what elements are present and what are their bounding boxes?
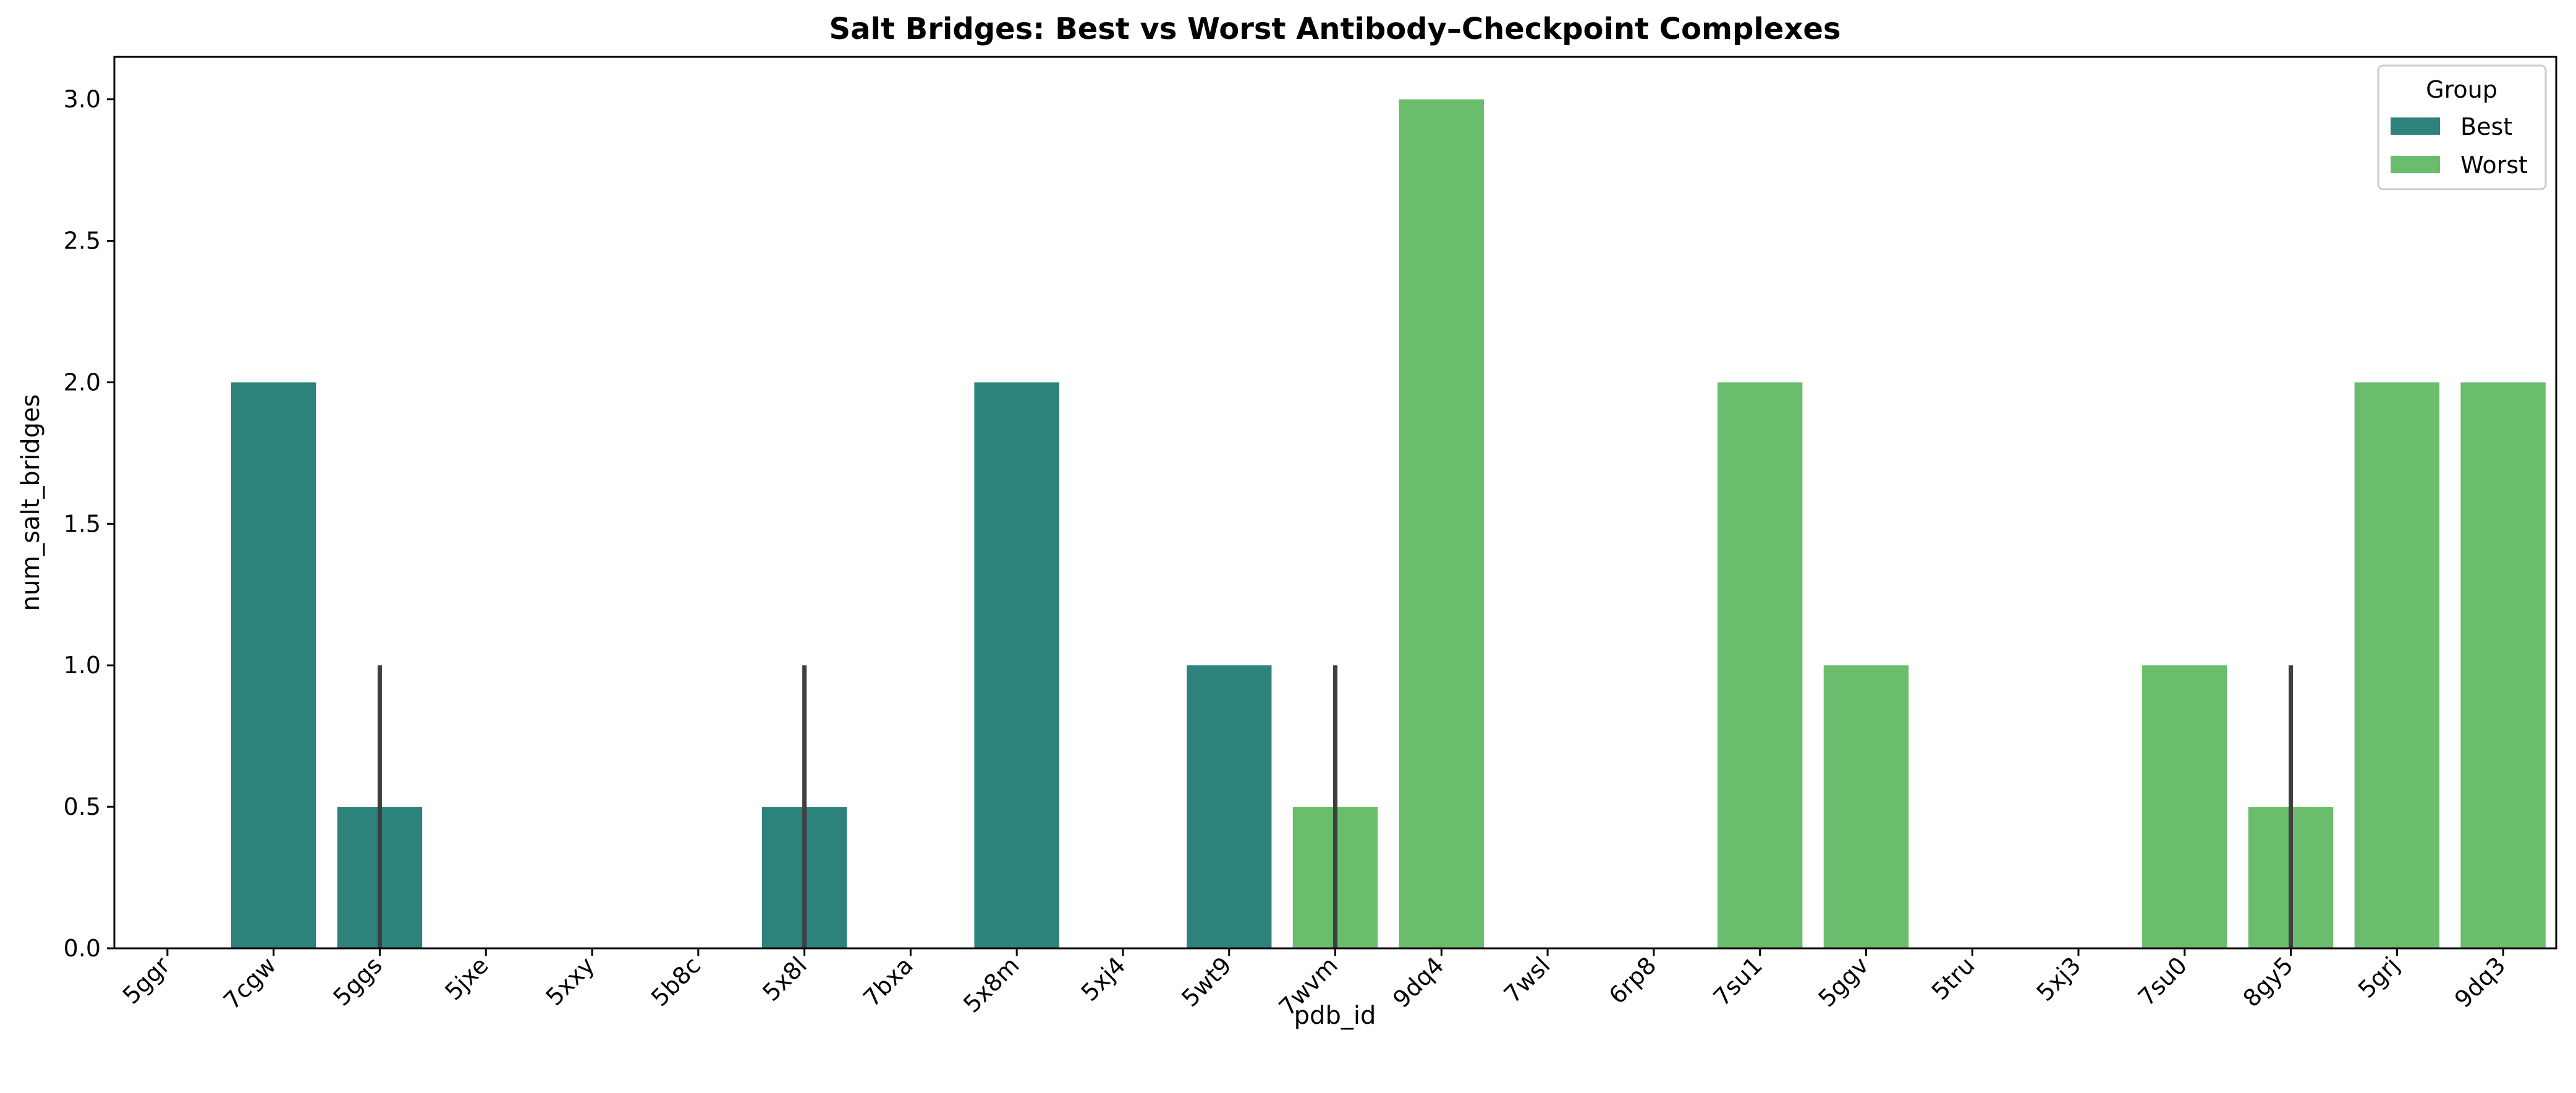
legend-swatch-worst <box>2391 156 2440 173</box>
x-tick-label-5wt9: 5wt9 <box>1176 951 1237 1012</box>
bar-9dq3 <box>2460 382 2546 948</box>
bars-layer <box>231 99 2546 949</box>
y-tick-label: 2.5 <box>64 228 101 255</box>
x-tick-label-9dq4: 9dq4 <box>1388 951 1449 1013</box>
y-tick-label: 0.5 <box>64 793 101 820</box>
y-tick-label: 3.0 <box>64 86 101 113</box>
legend-title: Group <box>2426 76 2498 103</box>
x-tick-label-7cgw: 7cgw <box>218 951 281 1014</box>
x-tick-label-7su0: 7su0 <box>2133 951 2192 1011</box>
x-tick-label-5jxe: 5jxe <box>439 951 493 1005</box>
y-tick-label: 1.5 <box>64 510 101 537</box>
y-tick-label: 0.0 <box>64 935 101 962</box>
bar-5ggv <box>1823 665 1909 948</box>
legend-label-worst: Worst <box>2460 151 2528 179</box>
x-tick-label-5x8m: 5x8m <box>958 951 1024 1018</box>
x-tick-label-7wsl: 7wsl <box>1499 951 1556 1008</box>
x-tick-label-5grj: 5grj <box>2353 951 2405 1003</box>
x-axis-title: pdb_id <box>1294 1002 1376 1030</box>
y-axis-title: num_salt_bridges <box>17 394 45 611</box>
bar-9dq4 <box>1399 99 1484 949</box>
x-tick-label-5ggs: 5ggs <box>328 951 387 1011</box>
y-tick-label: 1.0 <box>64 652 101 679</box>
x-tick-label-5x8l: 5x8l <box>757 951 812 1006</box>
x-tick-label-8gy5: 8gy5 <box>2238 951 2298 1012</box>
bar-7su0 <box>2142 665 2227 948</box>
x-tick-label-5tru: 5tru <box>1926 951 1980 1005</box>
bar-5wt9 <box>1187 665 1272 948</box>
bar-7cgw <box>231 382 316 948</box>
x-tick-label-9dq3: 9dq3 <box>2449 951 2510 1013</box>
bar-7su1 <box>1717 382 1803 948</box>
legend-swatch-best <box>2391 117 2440 135</box>
x-tick-label-5xxy: 5xxy <box>540 951 600 1011</box>
chart-title: Salt Bridges: Best vs Worst Antibody–Che… <box>829 12 1841 46</box>
x-tick-label-7su1: 7su1 <box>1708 951 1768 1011</box>
x-tick-label-7bxa: 7bxa <box>858 951 918 1012</box>
x-tick-label-5ggr: 5ggr <box>117 951 176 1010</box>
x-tick-label-5xj4: 5xj4 <box>1076 951 1131 1006</box>
legend: Group Best Worst <box>2377 64 2547 190</box>
x-tick-label-5ggv: 5ggv <box>1813 951 1874 1012</box>
x-tick-label-5b8c: 5b8c <box>646 951 706 1011</box>
legend-label-best: Best <box>2460 113 2512 140</box>
bar-5x8m <box>974 382 1059 948</box>
error-bars-layer <box>377 665 2294 948</box>
y-axis: 0.0 0.5 1.0 1.5 2.0 2.5 3.0 <box>64 86 114 962</box>
x-tick-label-6rp8: 6rp8 <box>1604 951 1661 1009</box>
x-tick-label-5xj3: 5xj3 <box>2032 951 2087 1006</box>
bar-5grj <box>2354 382 2440 948</box>
y-tick-label: 2.0 <box>64 368 101 396</box>
